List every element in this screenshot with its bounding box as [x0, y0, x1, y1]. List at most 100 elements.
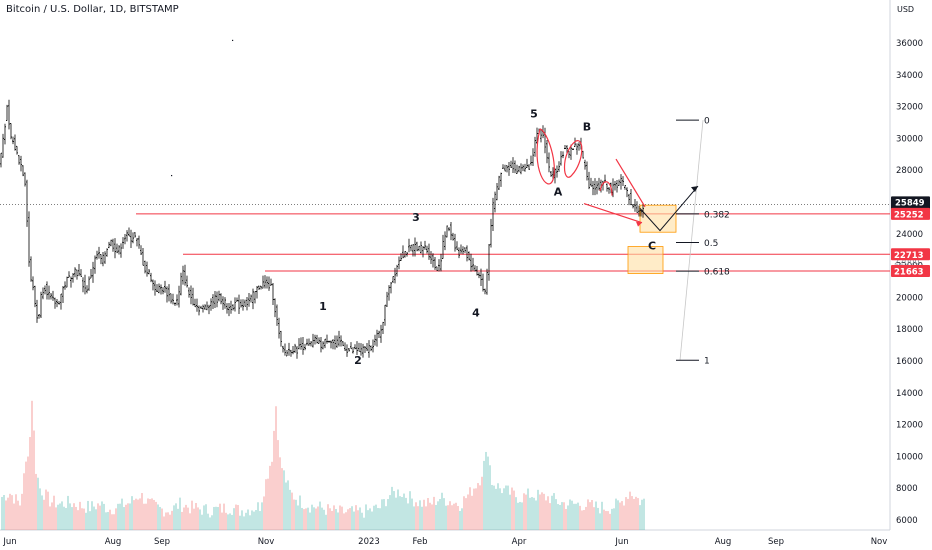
volume-bar	[3, 495, 5, 530]
volume-bar	[159, 506, 161, 530]
price-bar	[386, 291, 388, 307]
volume-bar	[567, 505, 569, 530]
volume-bar	[7, 497, 9, 530]
time-axis[interactable]: Jun Aug Sep Nov 2023 Feb Apr Jun Aug Sep Nov	[2, 537, 887, 547]
price-bar	[326, 334, 328, 344]
price-bar	[122, 237, 124, 249]
volume-bar	[581, 510, 583, 530]
volume-bar	[471, 495, 473, 530]
price-bar	[562, 151, 564, 159]
price-bar	[144, 260, 146, 274]
volume-bar	[325, 514, 327, 530]
price-bar	[240, 299, 242, 308]
volume-bar	[131, 496, 133, 530]
volume-bar	[527, 488, 529, 530]
price-bar	[470, 253, 472, 272]
volume-bar	[363, 517, 365, 530]
price-bar	[618, 179, 620, 186]
price-bar	[512, 157, 514, 174]
volume-bar	[201, 514, 203, 530]
volume-bar	[393, 491, 395, 530]
volume-bar	[587, 499, 589, 530]
price-bar	[472, 257, 474, 271]
price-bar	[254, 290, 256, 304]
price-bar	[500, 172, 502, 187]
price-bar	[268, 276, 270, 291]
price-bar	[14, 134, 16, 151]
volume-bar	[621, 501, 623, 530]
level-badge	[891, 264, 930, 277]
price-bar	[450, 222, 452, 241]
volume-bar	[275, 406, 277, 530]
price-bar	[596, 180, 598, 195]
price-bar	[100, 254, 102, 265]
wave-label: 4	[472, 306, 480, 319]
volume-bar	[277, 440, 279, 530]
volume-bar	[495, 488, 497, 530]
volume-bar	[193, 508, 195, 530]
wedge-upper-line	[615, 158, 646, 208]
levels-layer: 0 0.382 0.5 0.618 1	[0, 117, 890, 367]
volume-bar	[35, 473, 37, 530]
volume-bar	[185, 504, 187, 530]
price-bar	[278, 317, 280, 339]
price-bar	[560, 151, 562, 166]
volume-bar	[391, 486, 393, 530]
price-bar	[328, 340, 330, 343]
volume-bar	[475, 488, 477, 530]
price-bar	[154, 280, 156, 296]
price-bar	[398, 256, 400, 270]
price-bar	[206, 301, 208, 311]
price-bar	[50, 293, 52, 300]
volume-bar	[529, 497, 531, 530]
price-bar	[18, 155, 20, 165]
wave-sub-arc	[599, 181, 613, 196]
fib-level-label: 0.618	[704, 268, 730, 278]
price-bar	[408, 238, 410, 253]
volume-bar	[49, 506, 51, 530]
volume-bar	[407, 503, 409, 530]
price-bar	[226, 303, 228, 314]
volume-bar	[243, 516, 245, 530]
volume-bar	[479, 485, 481, 530]
time-tick-label: Nov	[871, 537, 888, 547]
price-bar	[458, 247, 460, 259]
time-tick-label: Apr	[512, 537, 527, 547]
volume-bar	[543, 493, 545, 530]
price-bar	[636, 201, 638, 213]
volume-bar	[271, 461, 273, 530]
price-bar	[492, 197, 494, 232]
volume-bar	[213, 506, 215, 530]
price-bar	[494, 191, 496, 213]
fib-level-label: 0.382	[704, 210, 730, 220]
volume-bar	[397, 489, 399, 530]
price-bar	[92, 261, 94, 283]
volume-bar	[371, 511, 373, 530]
volume-bar	[31, 400, 33, 530]
price-axis[interactable]: USD 6000 8000 10000 12000 14000 16000 18000 2000…	[891, 5, 930, 526]
wedge-lower-line	[583, 203, 643, 224]
volume-bar	[37, 477, 39, 530]
price-bar	[372, 339, 374, 353]
volume-bar	[293, 499, 295, 530]
price-bar	[252, 288, 254, 310]
price-bar	[106, 248, 108, 257]
price-tick-label: 36000	[896, 39, 923, 49]
volume-bar	[51, 502, 53, 530]
volume-bar	[209, 517, 211, 530]
price-bar	[138, 235, 140, 249]
price-bar	[516, 164, 518, 175]
volume-bar	[41, 495, 43, 530]
level-badge-text: 22713	[894, 251, 924, 261]
price-bar	[416, 241, 418, 252]
fib-level-label: 0	[704, 117, 710, 127]
volume-bar	[359, 507, 361, 530]
volume-bar	[101, 501, 103, 530]
volume-bar	[117, 503, 119, 530]
price-bar	[454, 233, 456, 252]
volume-bar	[499, 488, 501, 530]
volume-bar	[583, 510, 585, 530]
price-bar	[432, 253, 434, 268]
axis-unit-label: USD	[897, 5, 914, 14]
